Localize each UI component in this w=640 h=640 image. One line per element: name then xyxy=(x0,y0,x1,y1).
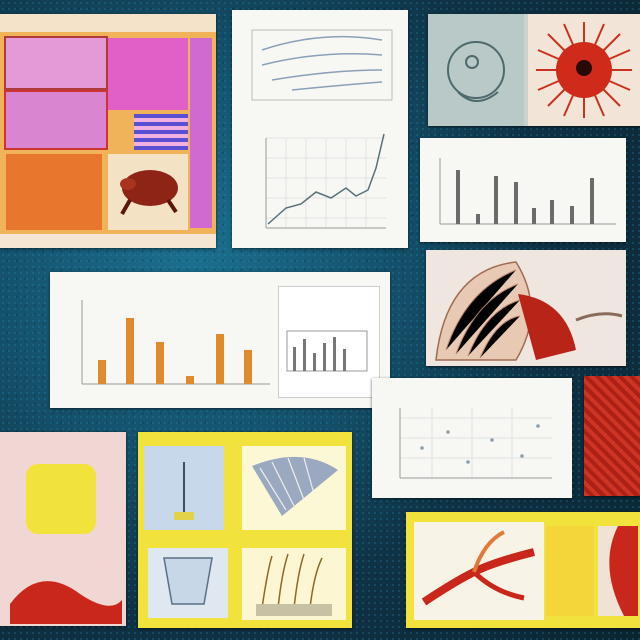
glass-panel xyxy=(148,548,228,618)
sketch-panel xyxy=(428,14,524,126)
line-chart xyxy=(265,133,386,229)
poster-panel-stripes xyxy=(134,114,188,150)
glass-illustration xyxy=(163,557,213,605)
poster-panel-pink xyxy=(4,36,108,90)
anatomy-texture xyxy=(584,376,640,496)
orange-bar-chart xyxy=(81,300,270,385)
muscle-tissue-illustration xyxy=(435,261,623,361)
yellow-board xyxy=(138,432,352,628)
organism-panel xyxy=(528,14,640,126)
inset-panel xyxy=(278,286,380,398)
line-chart-sheet xyxy=(232,10,408,248)
artery-illustration xyxy=(421,530,535,606)
scatter-chart xyxy=(399,408,552,479)
red-edge-panel xyxy=(598,526,638,616)
bar-chart-sheet-small xyxy=(420,138,626,242)
pink-yellow-card xyxy=(0,432,126,626)
poster-side-strip xyxy=(190,38,212,228)
yellow-blob-panel xyxy=(26,464,96,534)
bar-chart-sheet xyxy=(50,272,390,408)
poster-header-strip xyxy=(0,14,216,32)
poster-footer xyxy=(0,234,216,248)
red-star-organism xyxy=(536,22,632,118)
red-form-illustration xyxy=(10,581,122,624)
muscle-card xyxy=(426,250,626,366)
inset-bar-chart xyxy=(286,330,368,372)
fan-panel xyxy=(242,548,346,620)
blue-panel-graph xyxy=(174,462,194,520)
dark-bar-chart xyxy=(439,158,616,225)
artery-panel xyxy=(414,522,544,620)
yellow-square-panel xyxy=(546,526,594,616)
blue-panel xyxy=(144,446,224,530)
anatomy-card-right xyxy=(584,376,640,496)
line-series xyxy=(267,133,385,225)
scatter-chart-sheet xyxy=(372,378,572,498)
poster-panel-orange xyxy=(6,154,102,230)
artery-card xyxy=(406,512,640,628)
fan-illustration xyxy=(256,553,332,616)
drape-panel xyxy=(242,446,346,530)
drape-illustration xyxy=(252,456,338,516)
poster-panel-image xyxy=(108,154,188,230)
poster-panel-right xyxy=(108,38,188,110)
cell-sketch xyxy=(447,41,505,102)
poster-card xyxy=(0,14,216,248)
red-edge-illustration xyxy=(609,526,638,616)
sketch-illustration xyxy=(251,29,393,101)
turtle-illustration xyxy=(120,170,178,215)
poster-panel-pink-2 xyxy=(4,90,108,150)
organism-card xyxy=(428,14,640,126)
